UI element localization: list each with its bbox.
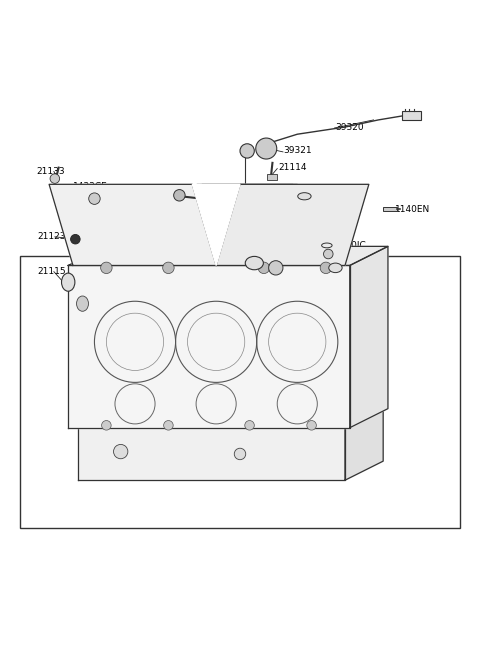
Ellipse shape: [61, 273, 75, 291]
Text: 1433CE: 1433CE: [73, 182, 108, 191]
Text: 1433CA: 1433CA: [262, 249, 297, 258]
Polygon shape: [78, 404, 383, 423]
Bar: [402, 111, 421, 120]
Text: 21115: 21115: [37, 267, 66, 276]
Text: 1573JK: 1573JK: [331, 259, 362, 268]
Circle shape: [101, 262, 112, 274]
Circle shape: [174, 189, 185, 201]
Polygon shape: [345, 404, 383, 480]
Ellipse shape: [298, 193, 311, 200]
Circle shape: [245, 421, 254, 430]
Ellipse shape: [76, 296, 88, 311]
Circle shape: [71, 234, 80, 244]
Circle shape: [320, 262, 332, 274]
Text: 21114: 21114: [278, 163, 307, 172]
Bar: [21, 256, 459, 528]
Circle shape: [256, 138, 277, 159]
Circle shape: [164, 421, 173, 430]
Circle shape: [269, 261, 283, 275]
Ellipse shape: [329, 263, 342, 272]
Circle shape: [163, 262, 174, 274]
Polygon shape: [49, 184, 216, 265]
Text: 1140CD: 1140CD: [142, 191, 178, 199]
Circle shape: [324, 250, 333, 259]
Circle shape: [258, 262, 270, 274]
Ellipse shape: [245, 256, 264, 270]
Text: 39321: 39321: [283, 147, 312, 155]
Circle shape: [234, 448, 246, 460]
Text: 1573GF: 1573GF: [240, 256, 275, 265]
Circle shape: [114, 445, 128, 458]
Polygon shape: [78, 423, 345, 480]
Circle shape: [240, 143, 254, 158]
Polygon shape: [350, 246, 388, 428]
Polygon shape: [68, 246, 388, 265]
Text: 21133: 21133: [36, 167, 65, 176]
Text: 39320: 39320: [336, 122, 364, 132]
Text: 1571TC: 1571TC: [336, 250, 370, 259]
Circle shape: [50, 174, 60, 183]
Text: 21123: 21123: [37, 233, 66, 241]
Polygon shape: [68, 265, 350, 428]
Text: 21100: 21100: [144, 220, 173, 229]
Text: 1140EN: 1140EN: [395, 204, 431, 214]
Circle shape: [307, 421, 316, 430]
Text: 1430JC: 1430JC: [336, 241, 367, 250]
Polygon shape: [192, 184, 240, 265]
Circle shape: [89, 193, 100, 204]
Bar: [383, 207, 397, 210]
Polygon shape: [216, 184, 369, 265]
Bar: [267, 174, 277, 179]
Polygon shape: [183, 184, 312, 208]
Circle shape: [102, 421, 111, 430]
Text: 1573GC: 1573GC: [314, 191, 350, 199]
